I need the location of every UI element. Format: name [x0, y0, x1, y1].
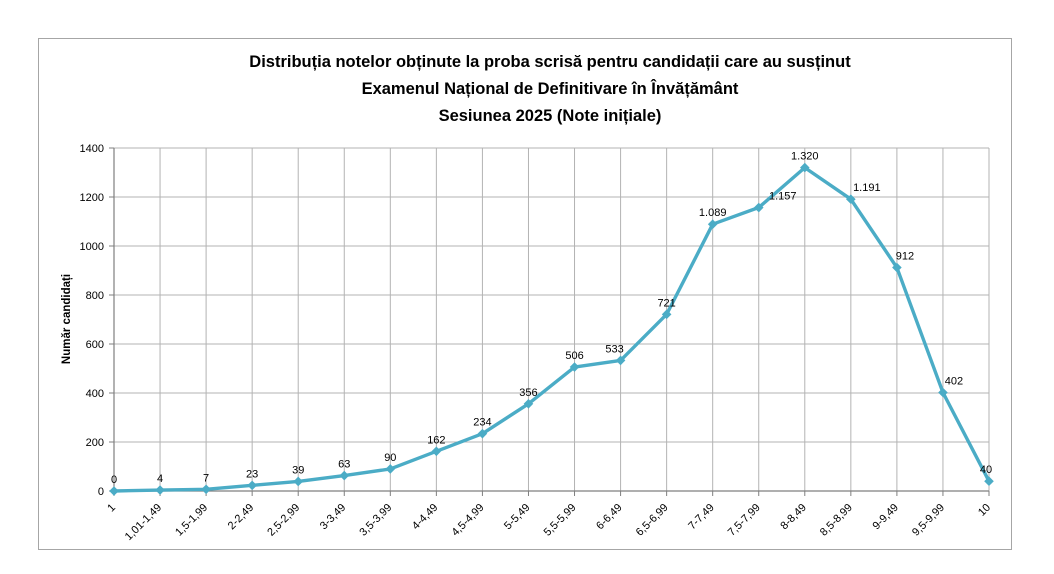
data-point-label: 1.157	[769, 191, 797, 203]
y-tick-label: 1400	[80, 143, 104, 155]
x-tick-label: 4-4,49	[410, 502, 441, 533]
y-tick-label: 0	[98, 486, 104, 498]
data-point-label: 1.089	[699, 207, 727, 219]
data-point-label: 721	[657, 297, 675, 309]
data-point-marker	[615, 355, 626, 366]
data-point-marker	[846, 194, 856, 205]
data-point-label: 912	[896, 251, 914, 263]
data-point-label: 4	[157, 473, 163, 485]
y-tick-label: 800	[86, 290, 104, 302]
data-point-marker	[707, 219, 718, 229]
data-point-marker	[155, 485, 165, 495]
data-point-marker	[293, 476, 304, 487]
x-tick-label: 8-8,49	[778, 502, 809, 533]
data-point-label: 1.320	[791, 151, 819, 163]
data-point-label: 356	[519, 387, 537, 399]
x-tick-label: 10	[976, 502, 993, 519]
data-point-label: 90	[384, 452, 396, 464]
data-point-marker	[569, 362, 580, 372]
data-point-marker	[201, 484, 211, 495]
x-tick-label: 2,5-2,99	[265, 502, 302, 539]
data-point-marker	[477, 428, 488, 439]
data-point-marker	[799, 162, 810, 173]
data-point-marker	[431, 446, 442, 457]
chart-title-line-3: Sesiunea 2025 (Note inițiale)	[438, 107, 662, 125]
data-point-label: 234	[473, 417, 491, 429]
data-point-marker	[339, 470, 350, 481]
x-tick-label: 6-6,49	[594, 502, 625, 533]
data-point-label: 23	[246, 468, 258, 480]
data-point-marker	[661, 309, 672, 320]
chart-title-line-1: Distribuția notelor obținute la proba sc…	[249, 53, 851, 71]
x-tick-label: 3-3,49	[318, 502, 349, 533]
data-point-marker	[523, 398, 534, 409]
y-tick-label: 400	[86, 388, 104, 400]
data-point-marker	[984, 476, 994, 486]
x-tick-label: 9,5-9,99	[910, 502, 947, 539]
y-tick-label: 1200	[80, 192, 104, 204]
data-series-line	[112, 165, 991, 493]
data-point-marker	[385, 464, 396, 474]
data-point-label: 63	[338, 459, 350, 471]
y-tick-label: 600	[86, 339, 104, 351]
data-point-label: 0	[111, 474, 117, 486]
x-tick-label: 2-2,49	[226, 502, 257, 533]
data-point-label: 39	[292, 464, 304, 476]
data-point-label: 533	[605, 343, 623, 355]
data-point-label: 506	[565, 350, 583, 362]
data-point-marker	[892, 262, 902, 273]
x-tick-label: 7,5-7,99	[726, 502, 763, 539]
chart-area: Distribuția notelor obținute la proba sc…	[38, 38, 1012, 550]
x-tick-label: 1,5-1,99	[173, 502, 210, 539]
data-point-marker	[109, 486, 119, 496]
y-tick-label: 1000	[80, 241, 104, 253]
x-tick-label: 5,5-5,99	[542, 502, 579, 539]
y-tick-label: 200	[86, 437, 104, 449]
x-tick-label: 1	[105, 502, 118, 515]
x-tick-label: 5-5,49	[502, 502, 533, 533]
data-point-label: 40	[980, 464, 992, 476]
x-tick-label: 7-7,49	[686, 502, 717, 533]
data-point-marker	[247, 480, 257, 491]
data-point-label: 1.191	[853, 182, 881, 194]
data-point-marker	[938, 387, 948, 398]
x-tick-label: 4,5-4,99	[450, 502, 487, 539]
data-point-label: 7	[203, 472, 209, 484]
x-tick-label: 6,5-6,99	[634, 502, 671, 539]
chart-title-line-2: Examenul Național de Definitivare în Înv…	[361, 80, 739, 98]
x-tick-label: 8,5-8,99	[818, 502, 855, 539]
x-tick-label: 1,01-1,49	[123, 502, 164, 543]
data-point-label: 402	[945, 376, 963, 388]
x-tick-label: 3,5-3,99	[357, 502, 394, 539]
data-point-marker	[753, 202, 764, 213]
x-tick-label: 9-9,49	[870, 502, 901, 533]
chart-title: Distribuția notelor obținute la proba sc…	[111, 49, 989, 130]
data-point-label: 162	[427, 434, 445, 446]
